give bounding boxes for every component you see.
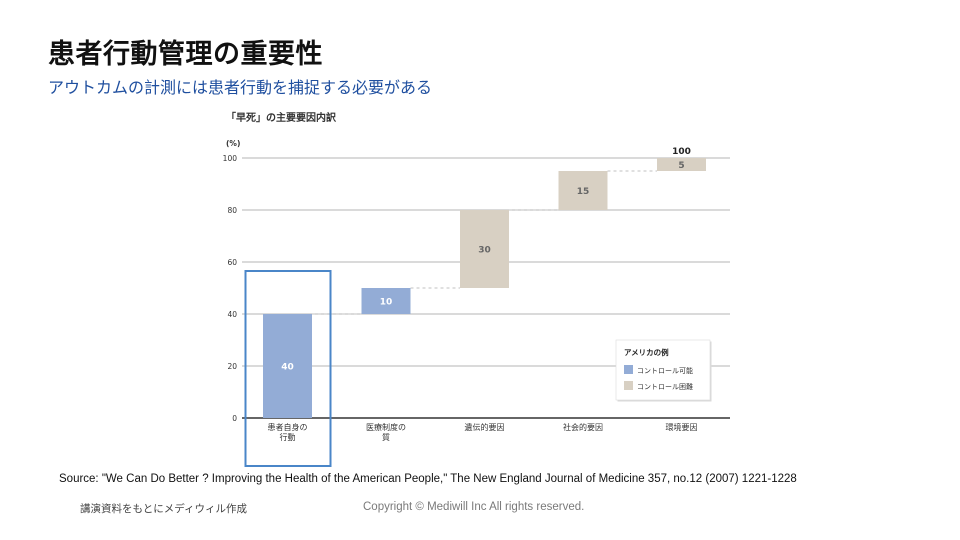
category-label: 医療制度の質 [366, 422, 406, 442]
category-label: 社会的要因 [563, 422, 603, 432]
connector-lines [312, 170, 657, 315]
legend-title: アメリカの例 [624, 347, 669, 357]
y-axis-unit-label: (%) [226, 139, 240, 148]
legend-swatch [624, 365, 633, 374]
legend-item-label: コントロール可能 [637, 366, 693, 375]
highlight-rectangle [244, 270, 332, 467]
bars: 40 10 30 15 5 100 [263, 147, 706, 418]
legend-swatch [624, 381, 633, 390]
footer-note: 講演資料をもとにメディウィル作成 [80, 503, 248, 515]
highlight-box [244, 270, 332, 467]
chart-title: 「早死」の主要要因内訳 [226, 111, 337, 124]
slide-subtitle: アウトカムの計測には患者行動を捕捉する必要がある [48, 78, 433, 97]
bar-value-label: 40 [281, 363, 294, 373]
category-label: 環境要因 [666, 422, 698, 432]
y-tick-label: 60 [227, 258, 237, 267]
y-tick-label: 0 [232, 414, 237, 423]
category-labels: 患者自身の行動 医療制度の質 遺伝的要因 社会的要因 環境要因 [268, 422, 698, 442]
footer-copyright: Copyright © Mediwill Inc All rights rese… [363, 501, 585, 513]
bar-value-label: 15 [577, 187, 590, 197]
y-tick-label: 80 [227, 206, 237, 215]
legend-item-label: コントロール困難 [637, 382, 693, 391]
total-label: 100 [672, 147, 691, 157]
y-tick-label: 40 [227, 310, 237, 319]
bar [657, 158, 706, 171]
y-tick-labels: 0 20 40 60 80 100 [223, 154, 238, 423]
bar-value-label: 5 [678, 161, 684, 171]
bar-value-label: 10 [380, 298, 393, 308]
bar [263, 314, 312, 418]
category-label: 患者自身の行動 [268, 422, 308, 442]
bar-value-label: 30 [478, 246, 491, 256]
bar [460, 210, 509, 288]
y-tick-label: 20 [227, 362, 237, 371]
source-citation: Source: "We Can Do Better ? Improving th… [59, 473, 797, 485]
slide-title: 患者行動管理の重要性 [48, 39, 323, 70]
bar [558, 171, 608, 210]
y-tick-label: 100 [223, 154, 238, 163]
bar [361, 288, 411, 314]
category-label: 遺伝的要因 [465, 422, 505, 432]
